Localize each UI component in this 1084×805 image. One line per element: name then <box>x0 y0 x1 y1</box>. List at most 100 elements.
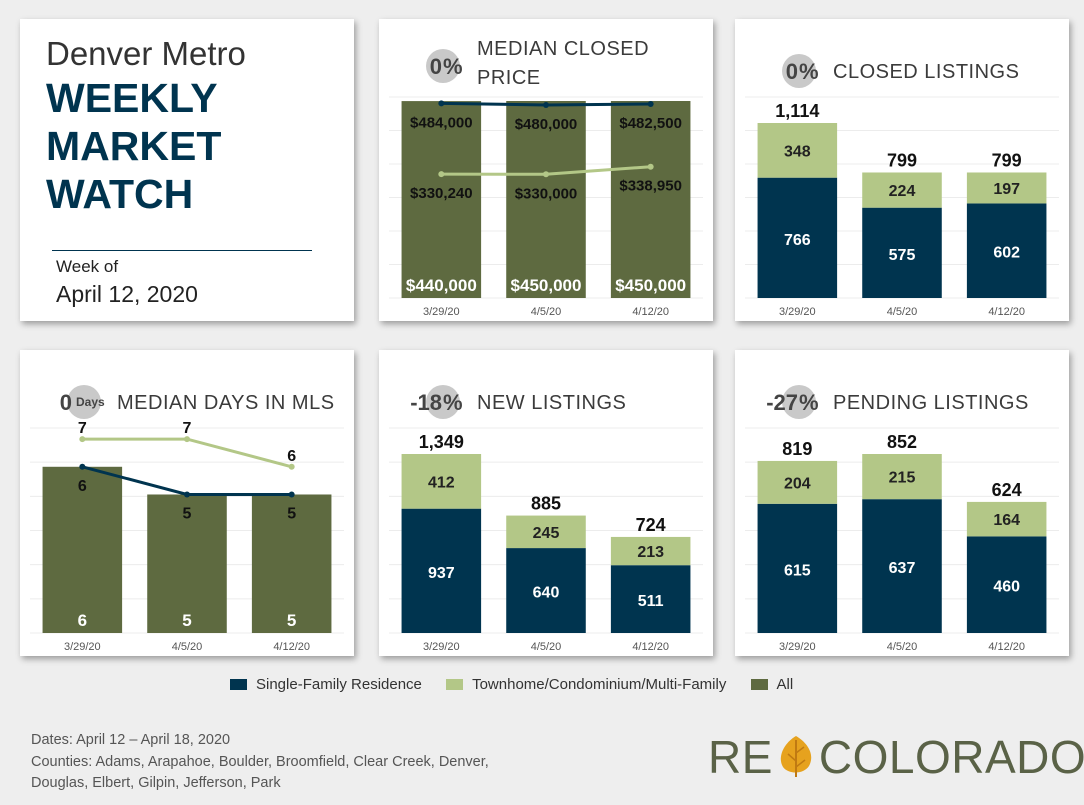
legend-item-all: All <box>750 676 794 693</box>
legend-swatch-all <box>750 679 768 690</box>
title-divider <box>52 250 312 251</box>
median-closed-price-bar-all <box>401 101 482 298</box>
new-listings-tick-label: 3/29/20 <box>423 641 460 653</box>
legend-label-sfr: Single-Family Residence <box>256 676 422 693</box>
median-days-in-mls-label-townhome: 7 <box>78 420 87 437</box>
closed-listings-label-total: 799 <box>992 150 1022 170</box>
legend-item-sfr: Single-Family Residence <box>230 676 422 693</box>
legend-item-townhome: Townhome/Condominium/Multi-Family <box>446 676 726 693</box>
closed-listings-label-total: 799 <box>887 150 917 170</box>
pending-listings-badge-value: -27 <box>766 390 798 415</box>
median-closed-price-point-sfr <box>543 102 549 108</box>
new-listings-bar-sfr <box>401 508 482 633</box>
footer: Dates: April 12 – April 18, 2020 Countie… <box>31 730 489 795</box>
new-listings-svg: -18% NEW LISTINGS 3/29/20 4/5/20 4/12/20 937 4… <box>389 385 703 653</box>
closed-listings-label-townhome: 197 <box>993 181 1020 198</box>
median-closed-price-label-townhome: $330,240 <box>410 185 473 202</box>
new-listings-label-townhome: 245 <box>533 525 560 542</box>
pending-listings-label-townhome: 164 <box>993 512 1020 529</box>
closed-listings-card: 0% CLOSED LISTINGS 3/29/20 4/5/20 4/12/20 766… <box>735 19 1069 321</box>
aspen-leaf-icon <box>780 736 812 777</box>
median-closed-price-label-sfr: $480,000 <box>515 116 578 133</box>
pending-listings-badge-circle <box>782 385 816 419</box>
closed-listings-bar-townhome <box>966 172 1047 204</box>
new-listings-tick-label: 4/5/20 <box>531 641 562 653</box>
new-listings-label-total: 885 <box>531 494 561 514</box>
pending-listings-label-townhome: 215 <box>889 470 916 487</box>
median-closed-price-tick-label: 3/29/20 <box>423 306 460 318</box>
median-days-in-mls-bar-all <box>147 494 227 633</box>
closed-listings-label-total: 1,114 <box>775 101 819 121</box>
new-listings-label-sfr: 640 <box>533 585 560 602</box>
median-closed-price-tick-label: 4/5/20 <box>531 306 562 318</box>
median-days-in-mls-tick-label: 3/29/20 <box>64 641 101 653</box>
footer-counties-2: Douglas, Elbert, Gilpin, Jefferson, Park <box>31 775 281 791</box>
new-listings-bar-townhome <box>610 536 691 566</box>
pending-listings-label-sfr: 637 <box>889 560 916 577</box>
pending-listings-bar-sfr <box>966 536 1047 633</box>
closed-listings-title-line-0: CLOSED LISTINGS <box>833 61 1019 83</box>
closed-listings-label-townhome: 348 <box>784 143 811 160</box>
median-days-in-mls-bar-all <box>42 466 123 633</box>
median-closed-price-label-all: $450,000 <box>615 276 686 295</box>
new-listings-label-sfr: 511 <box>638 593 664 610</box>
logo-text-colorado: COLORADO <box>818 731 1084 783</box>
closed-listings-label-townhome: 224 <box>889 183 916 200</box>
median-closed-price-point-townhome <box>438 171 445 178</box>
new-listings-card: -18% NEW LISTINGS 3/29/20 4/5/20 4/12/20 937 4… <box>379 350 713 656</box>
legend-swatch-sfr <box>230 679 247 690</box>
week-date: April 12, 2020 <box>56 281 198 307</box>
median-closed-price-label-sfr: $484,000 <box>410 114 473 131</box>
new-listings-badge-circle <box>426 385 460 419</box>
median-closed-price-label-sfr: $482,500 <box>619 115 682 132</box>
closed-listings-bar-sfr <box>757 177 838 298</box>
median-closed-price-badge-value: 0 <box>430 54 442 79</box>
new-listings-label-sfr: 937 <box>428 565 455 582</box>
new-listings-label-townhome: 213 <box>637 544 664 561</box>
median-closed-price-point-townhome <box>647 163 654 170</box>
new-listings-bar-sfr <box>506 548 586 633</box>
closed-listings-badge-value: 0 <box>786 59 798 84</box>
new-listings-title-line-0: NEW LISTINGS <box>477 392 626 414</box>
median-days-in-mls-point-townhome <box>288 463 295 470</box>
median-days-in-mls-svg: 0 Days MEDIAN DAYS IN MLS 3/29/20 4/5/20 4/12… <box>30 385 344 653</box>
pending-listings-label-sfr: 615 <box>784 562 811 579</box>
pending-listings-label-townhome: 204 <box>784 475 811 492</box>
median-days-in-mls-point-sfr <box>288 491 295 498</box>
legend-label-all: All <box>776 676 794 693</box>
median-days-in-mls-badge-value: 0 <box>60 390 72 415</box>
pending-listings-label-total: 624 <box>992 480 1022 500</box>
median-days-in-mls-badge-circle <box>67 385 101 419</box>
median-closed-price-label-townhome: $330,000 <box>515 185 578 202</box>
median-days-in-mls-point-townhome <box>184 436 190 443</box>
median-days-in-mls-bar-all <box>251 494 332 633</box>
closed-listings-bar-townhome <box>862 172 942 208</box>
footer-dates: Dates: April 12 – April 18, 2020 <box>31 732 231 748</box>
median-days-in-mls-label-all: 6 <box>78 611 87 630</box>
closed-listings-badge-circle <box>782 54 816 88</box>
median-days-in-mls-title-line-0: MEDIAN DAYS IN MLS <box>117 392 335 414</box>
median-closed-price-bar-all <box>506 101 586 298</box>
median-days-in-mls-label-all: 5 <box>182 611 191 630</box>
median-days-in-mls-label-all: 5 <box>287 611 296 630</box>
median-days-card: 0 Days MEDIAN DAYS IN MLS 3/29/20 4/5/20 4/12… <box>20 350 354 656</box>
new-listings-badge-value: -18 <box>410 390 442 415</box>
title-region: Denver Metro <box>46 35 246 72</box>
pending-listings-bar-townhome <box>966 501 1047 537</box>
median-closed-price-point-sfr <box>647 101 654 107</box>
median-days-in-mls-badge-unit: Days <box>76 395 105 409</box>
median-days-in-mls-label-sfr: 6 <box>78 478 87 495</box>
new-listings-label-total: 724 <box>636 515 666 535</box>
new-listings-bar-townhome <box>401 454 482 509</box>
pending-listings-label-total: 819 <box>782 439 812 459</box>
logo-text-re: RE <box>708 731 773 783</box>
footer-counties-1: Counties: Adams, Arapahoe, Boulder, Broo… <box>31 753 489 770</box>
median-days-in-mls-point-sfr <box>184 491 190 498</box>
pending-listings-bar-sfr <box>757 503 838 633</box>
week-label: Week of <box>56 257 119 276</box>
pending-listings-tick-label: 4/5/20 <box>887 641 918 653</box>
new-listings-bar-townhome <box>506 515 586 549</box>
closed-listings-bar-sfr <box>966 203 1047 298</box>
pending-listings-card: -27% PENDING LISTINGS 3/29/20 4/5/20 4/12/20… <box>735 350 1069 656</box>
